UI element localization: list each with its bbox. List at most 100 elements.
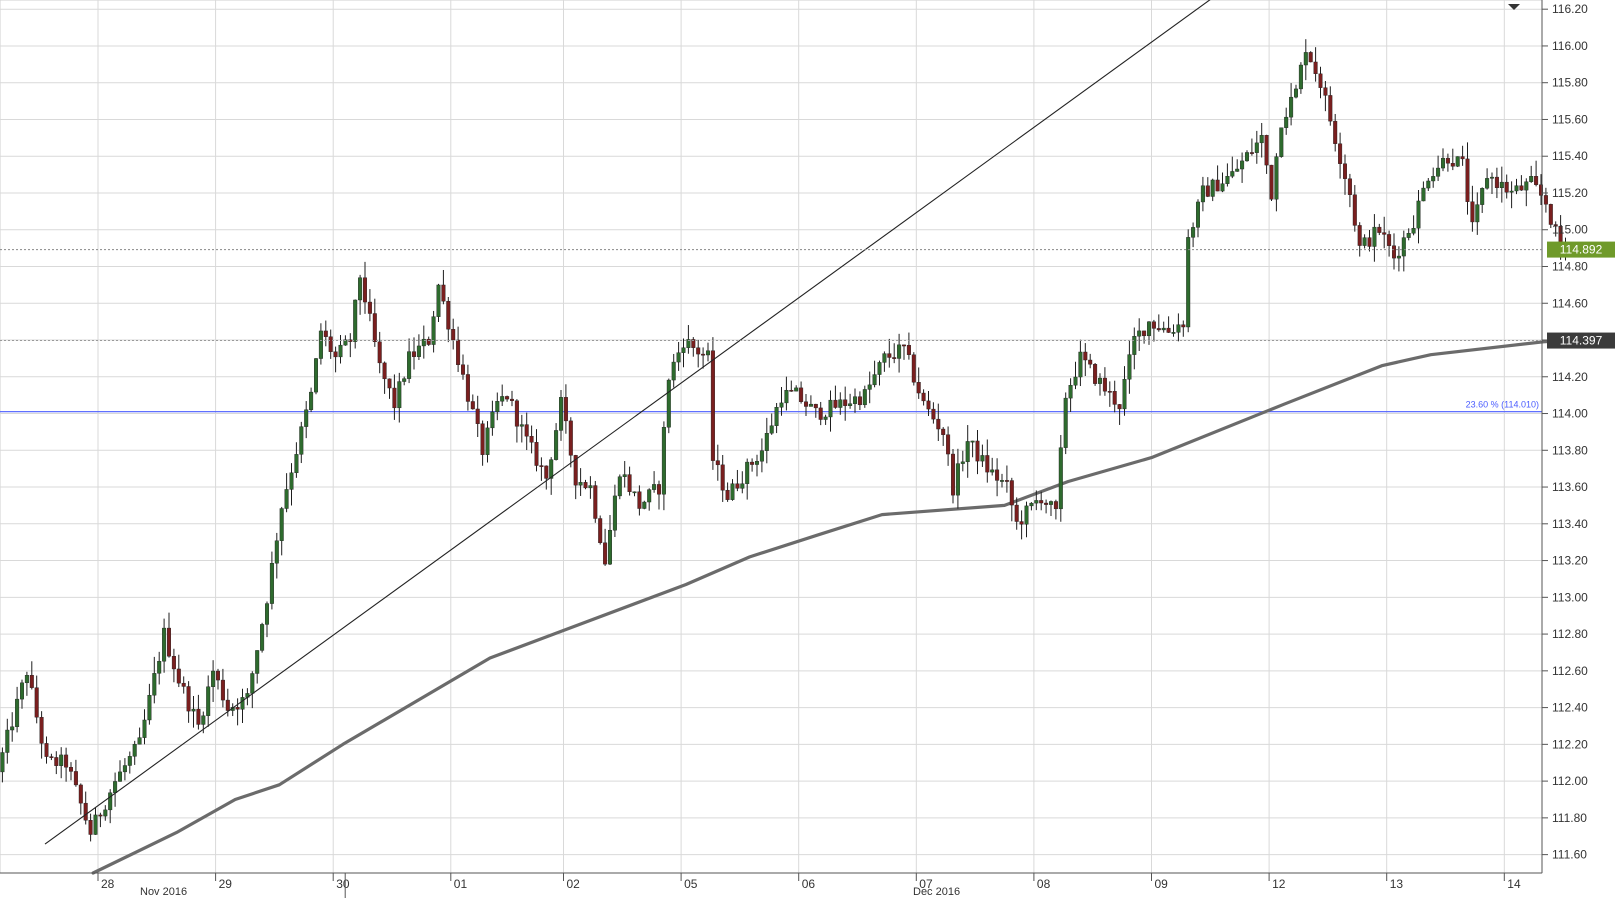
candle-body [661,427,666,495]
candle-body [1127,354,1132,380]
candle-body [789,389,794,392]
candle-body [416,345,421,357]
candle-body [686,339,691,348]
candle-body [1195,201,1200,228]
candle-body [549,459,554,479]
candle-body [495,401,500,413]
candle-body [1249,152,1254,154]
candle-body [372,313,377,343]
candle-body [578,482,583,486]
candle-body [1186,237,1191,328]
y-tick-label: 115.00 [1552,223,1588,237]
y-tick-label: 114.60 [1552,296,1588,310]
candle-body [1220,183,1225,192]
candle-body [137,737,142,745]
y-tick-label: 115.20 [1552,186,1588,200]
y-tick-label: 116.20 [1552,2,1588,16]
candle-body [813,403,818,409]
candle-body [1210,179,1215,197]
candle-body [1524,181,1529,191]
candle-body [1338,143,1343,164]
candle-body [1519,185,1524,191]
candle-body [622,474,627,477]
candle-body [68,767,73,772]
x-tick-label: 05 [684,877,698,891]
candle-body [108,792,113,811]
candle-body [49,756,54,758]
candle-body [730,483,735,500]
candle-body [710,350,715,461]
candle-body [304,409,309,427]
y-tick-label: 114.80 [1552,259,1588,273]
candle-body [1225,176,1230,184]
candle-body [931,408,936,420]
candle-body [1093,364,1098,384]
candle-body [1039,500,1044,504]
candle-body [206,686,211,716]
candle-body [1357,225,1362,246]
candle-body [1107,391,1112,393]
y-tick-label: 115.40 [1552,149,1588,163]
candle-body [1048,501,1053,505]
candle-body [1543,195,1548,205]
candle-body [59,754,64,766]
candle-body [1372,226,1377,247]
candle-body [1387,234,1392,246]
candle-body [990,469,995,473]
candle-body [603,542,608,565]
candle-body [201,715,206,725]
candle-body [1117,404,1122,410]
candle-body [20,682,25,700]
candle-body [1274,156,1279,200]
candle-body [1489,176,1494,179]
candle-body [377,341,382,364]
candle-body [1401,237,1406,257]
chevron-down-icon [1508,4,1520,10]
candle-body [691,339,696,348]
candle-body [740,483,745,489]
candle-body [397,381,402,409]
candle-body [823,416,828,420]
moving-average-badge-label: 114.397 [1560,334,1603,348]
candle-body [1112,391,1117,405]
candle-body [446,300,451,330]
x-tick-label: 28 [101,877,115,891]
candle-body [725,489,730,500]
month-label: Dec 2016 [913,886,960,898]
candle-body [269,563,274,604]
candle-body [872,374,877,386]
candle-body [318,330,323,359]
candle-body [1058,447,1063,510]
candle-body [1191,227,1196,238]
candle-body [808,403,813,407]
trendline-layer [44,0,1211,845]
candle-body [951,453,956,496]
last-price-badge-label: 114.892 [1560,243,1603,257]
axis-layer: 111.60 111.80 112.00 112.20 112.40 112.60 112.… [0,0,1588,898]
candle-body [122,765,127,773]
candle-body [64,754,69,768]
candle-body [1244,152,1249,162]
candle-body [147,694,152,721]
candle-body [235,707,240,710]
candle-body [1137,330,1142,337]
candle-body [1146,321,1151,337]
fibonacci-layer: 23.60 % (114.010) [0,400,1542,413]
candle-body [519,424,524,427]
candle-body [1142,330,1147,337]
candle-body [5,729,10,753]
candle-body [1073,376,1078,386]
candle-body [1097,377,1102,384]
candle-body [323,330,328,337]
candle-body [132,743,137,757]
candle-body [1044,502,1049,505]
candle-body [196,708,201,725]
candle-body [1034,500,1039,504]
candlestick-layer [0,39,1568,842]
candle-body [1553,224,1558,227]
candle-body [1440,157,1445,169]
candle-body [632,491,637,494]
y-tick-label: 114.20 [1552,370,1588,384]
